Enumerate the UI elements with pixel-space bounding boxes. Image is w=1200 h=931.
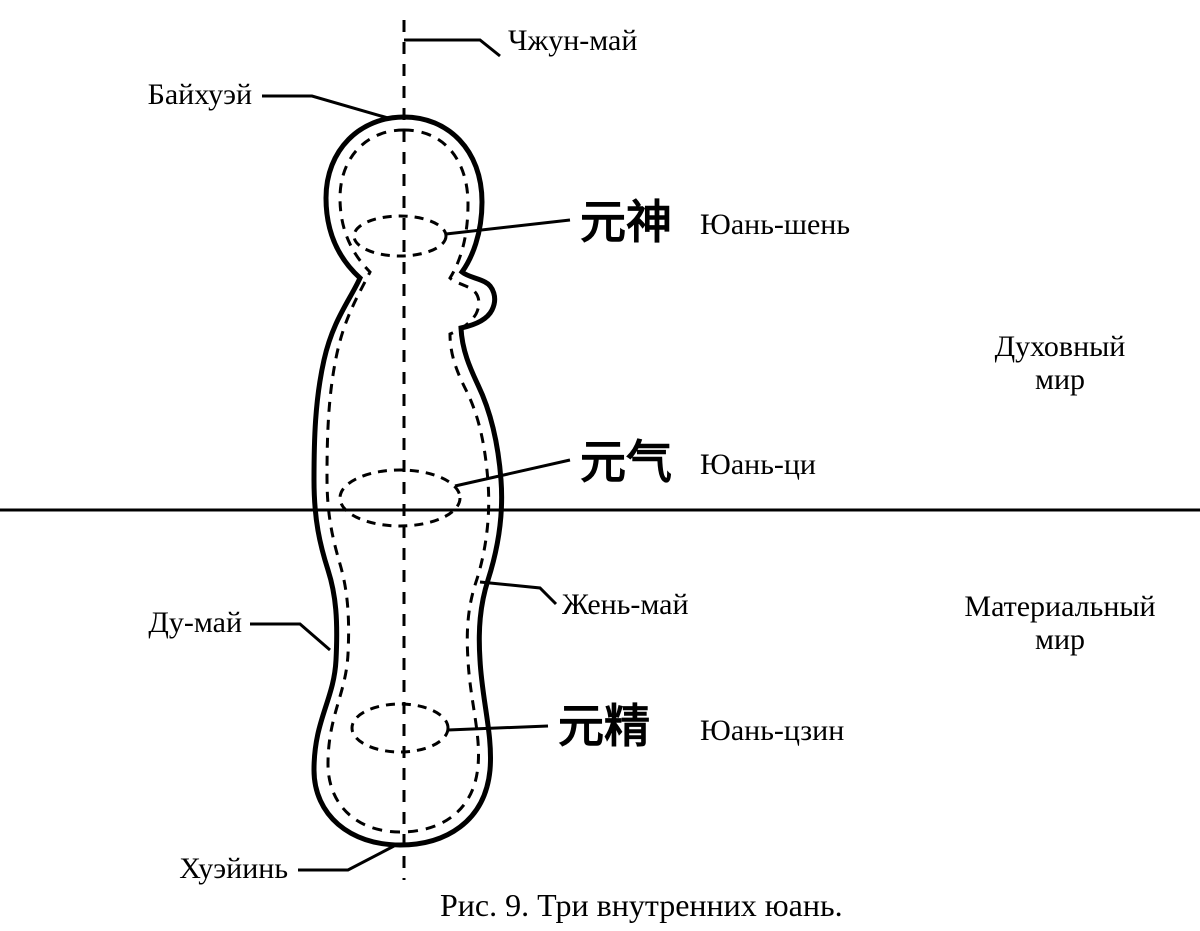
leader-yuanshen	[446, 220, 570, 234]
label-yuanjing-cn: 元精	[558, 702, 650, 753]
spirit-world-line2: мир	[1035, 363, 1085, 396]
leader-dumai	[250, 624, 330, 650]
material-world-line1: Материальный	[964, 590, 1155, 623]
leader-yuanjing	[448, 726, 548, 730]
label-dumai: Ду-май	[148, 606, 242, 639]
leader-zhenmai	[480, 582, 556, 604]
ellipse-chest	[340, 470, 460, 526]
diagram-stage: Чжун-май Байхуэй 元神 Юань-шень 元气 Юань-ци…	[0, 0, 1200, 931]
label-yuanshen-ru: Юань-шень	[700, 208, 850, 241]
leader-huiyin	[298, 846, 394, 870]
leader-yuanqi	[455, 460, 570, 486]
ellipse-head	[354, 216, 446, 256]
spirit-world-line1: Духовный	[995, 330, 1126, 363]
label-yuanshen-cn: 元神	[580, 198, 672, 249]
label-material-world: Материальный мир	[940, 590, 1180, 656]
label-spirit-world: Духовный мир	[960, 330, 1160, 396]
figure-caption: Рис. 9. Три внутренних юань.	[440, 888, 843, 923]
ellipse-lower	[352, 704, 448, 752]
label-baihui: Байхуэй	[148, 78, 252, 111]
leader-baihui	[262, 96, 388, 118]
label-huiyin: Хуэйинь	[179, 852, 288, 885]
label-zhenmai: Жень-май	[562, 588, 689, 621]
label-yuanjing-ru: Юань-цзин	[700, 714, 844, 747]
label-yuanqi-ru: Юань-ци	[700, 448, 816, 481]
label-zhongmai: Чжун-май	[508, 24, 637, 57]
material-world-line2: мир	[1035, 623, 1085, 656]
leader-zhongmai	[404, 40, 500, 56]
label-yuanqi-cn: 元气	[580, 438, 672, 489]
